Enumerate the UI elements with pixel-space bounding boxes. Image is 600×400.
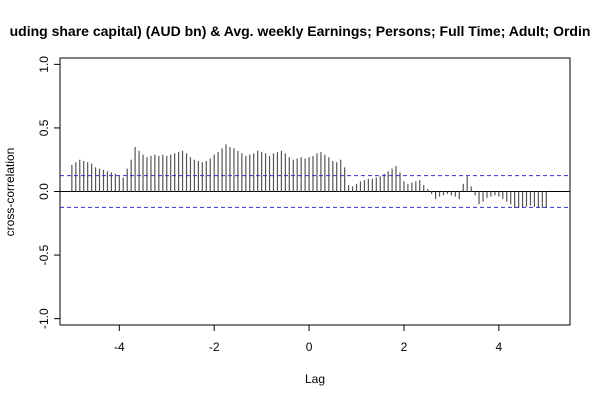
plot-area — [59, 57, 571, 326]
x-tick-label: 2 — [401, 340, 408, 354]
y-tick-label: -1.0 — [37, 308, 51, 329]
x-tick-label: 0 — [306, 340, 313, 354]
x-tick-label: -2 — [209, 340, 220, 354]
y-tick-label: 0.0 — [37, 183, 51, 200]
x-tick-label: -4 — [114, 340, 125, 354]
y-tick-label: -0.5 — [37, 244, 51, 265]
y-axis-label: cross-correlation — [3, 148, 17, 237]
x-tick-label: 4 — [495, 340, 502, 354]
x-axis-label: Lag — [305, 372, 325, 386]
x-axis: -4 -2 0 2 4 — [114, 325, 502, 354]
chart-title: uding share capital) (AUD bn) & Avg. wee… — [10, 23, 591, 39]
confidence-bounds — [60, 175, 570, 208]
bars-group — [71, 144, 547, 209]
y-tick-label: 0.5 — [37, 119, 51, 136]
y-axis: -1.0 -0.5 0.0 0.5 1.0 — [37, 56, 60, 329]
y-tick-label: 1.0 — [37, 56, 51, 73]
